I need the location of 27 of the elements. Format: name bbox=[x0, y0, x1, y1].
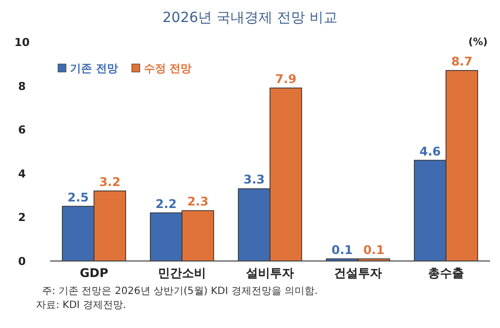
y-tick-label: 10 bbox=[14, 36, 30, 49]
x-tick-label: GDP bbox=[80, 266, 109, 280]
x-tick-label: 총수출 bbox=[428, 266, 464, 280]
data-label: 8.7 bbox=[451, 54, 472, 68]
y-tick-label: 4 bbox=[18, 167, 26, 180]
data-label: 3.3 bbox=[244, 172, 265, 187]
y-tick-label: 0 bbox=[18, 255, 26, 268]
data-label: 2.5 bbox=[68, 190, 89, 204]
data-label: 2.2 bbox=[156, 196, 177, 211]
text: 주: 기존 전망은 2026년 상반기(5월) KDI 경제전망을 의미함. bbox=[42, 286, 318, 297]
y-axis-title: (%) bbox=[468, 37, 488, 48]
data-label: 4.6 bbox=[420, 144, 441, 158]
data-label: 2.3 bbox=[187, 194, 208, 209]
x-tick-label: 설비투자 bbox=[245, 266, 294, 280]
data-label: 7.9 bbox=[275, 72, 296, 86]
y-tick-label: 8 bbox=[18, 80, 26, 93]
data-label: 0.1 bbox=[332, 242, 353, 257]
data-label: 0.1 bbox=[363, 242, 384, 257]
x-tick-label: 건설투자 bbox=[334, 266, 382, 280]
y-tick-label: 2 bbox=[18, 211, 26, 224]
chart-title: 2026년 국내경제 전망 비교 bbox=[162, 10, 338, 26]
text: 자료: KDI 경제전망. bbox=[36, 300, 126, 311]
legend-label: 기존 전망 bbox=[70, 62, 118, 75]
legend-label: 수정 전망 bbox=[144, 62, 192, 75]
data-label: 3.2 bbox=[99, 174, 120, 189]
y-tick-label: 6 bbox=[18, 124, 26, 137]
x-tick-label: 민간소비 bbox=[158, 266, 206, 280]
